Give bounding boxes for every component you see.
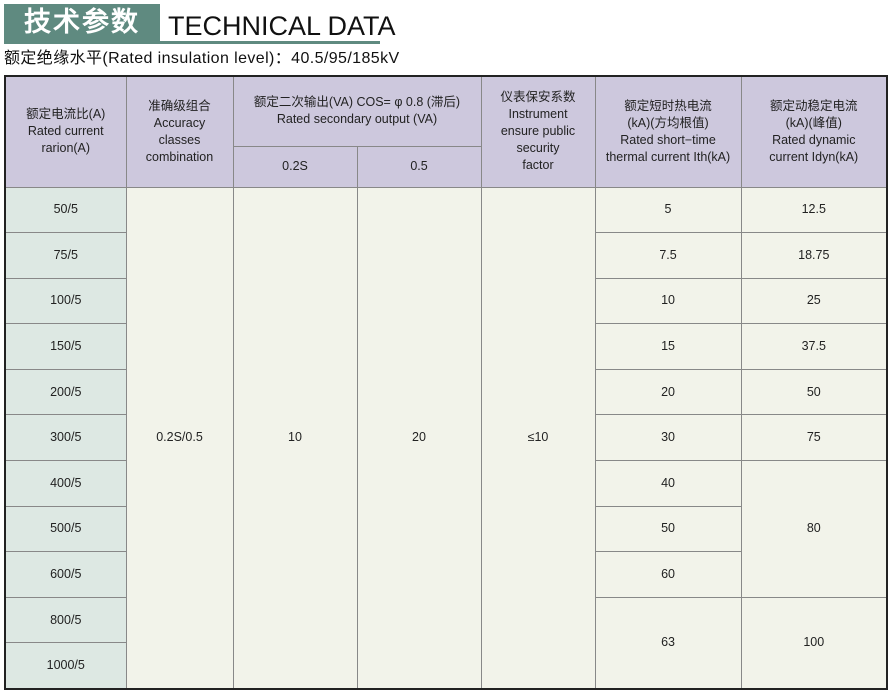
header-line: combination bbox=[145, 149, 214, 164]
cell-ratio: 300/5 bbox=[4, 414, 127, 462]
cell-thermal: 7.5 bbox=[594, 232, 742, 279]
table-row: 600/5 60 bbox=[4, 551, 887, 598]
cell-thermal: 10 bbox=[594, 277, 742, 325]
header-line: Accuracy bbox=[153, 115, 206, 130]
cell-dynamic: 12.5 bbox=[740, 186, 888, 234]
title-en: TECHNICAL DATA bbox=[168, 11, 396, 41]
table-row: 75/5 7.5 18.75 bbox=[4, 232, 888, 279]
header-line: security bbox=[516, 141, 560, 156]
cell-ratio: 800/5 bbox=[4, 596, 127, 644]
cell-ratio: 200/5 bbox=[4, 368, 127, 416]
table-row: 50/5 0.2S/0.5 10 20 ≤10 5 12.5 bbox=[4, 186, 888, 690]
header-line: ensure public bbox=[500, 124, 576, 139]
cell-dynamic: 75 bbox=[740, 414, 888, 462]
header-dynamic: 额定动稳定电流 (kA)(峰值) Rated dynamic current Idyn… bbox=[740, 75, 888, 188]
cell-thermal: 30 bbox=[594, 414, 742, 462]
header-line: 额定电流比(A) bbox=[26, 107, 106, 122]
cell-dynamic: 18.75 bbox=[740, 232, 888, 279]
header-line: 仪表保安系数 bbox=[500, 90, 576, 105]
title-underline bbox=[4, 41, 380, 44]
header-line: factor bbox=[522, 158, 554, 173]
header-output-02s: 0.2S bbox=[232, 145, 358, 188]
table-row: 200/5 20 50 bbox=[4, 368, 888, 416]
header-output-05: 0.5 bbox=[356, 145, 482, 188]
header-line: Rated dynamic bbox=[772, 132, 856, 147]
table-row: 1000/5 bbox=[4, 642, 887, 690]
header-line: Rated short−time bbox=[620, 132, 716, 147]
header-line: rarion(A) bbox=[41, 141, 91, 156]
header-line: (kA)(峰值) bbox=[785, 115, 842, 130]
header-line: 准确级组合 bbox=[148, 98, 211, 113]
cell-ratio: 400/5 bbox=[4, 460, 127, 507]
table-row: 150/5 15 37.5 bbox=[4, 323, 888, 370]
table-row: 500/5 50 bbox=[4, 505, 887, 553]
header-ratio: 额定电流比(A) Rated current rarion(A) bbox=[4, 75, 127, 188]
table-row: 300/5 30 75 bbox=[4, 414, 888, 462]
header-factor: 仪表保安系数 Instrument ensure public security fac… bbox=[480, 75, 596, 188]
insulation-level: 额定绝缘水平(Rated insulation level)：40.5/95/1… bbox=[4, 50, 400, 67]
cell-thermal: 60 bbox=[594, 551, 742, 598]
cell-thermal: 63 bbox=[594, 596, 742, 690]
header-accuracy: 准确级组合 Accuracy classes combination bbox=[125, 75, 234, 188]
title-cn: 技术参数 bbox=[4, 4, 160, 42]
header-line: 额定二次输出(VA) COS= φ 0.8 (滞后) bbox=[253, 95, 461, 110]
header-line: classes bbox=[158, 132, 201, 147]
cell-ratio: 150/5 bbox=[4, 323, 127, 370]
cell-ratio: 50/5 bbox=[4, 186, 127, 234]
header-line: Rated secondary output (VA) bbox=[276, 112, 438, 127]
cell-dynamic: 100 bbox=[740, 596, 888, 690]
header-output: 额定二次输出(VA) COS= φ 0.8 (滞后) Rated secondar… bbox=[232, 75, 482, 147]
cell-ratio: 75/5 bbox=[4, 232, 127, 279]
cell-thermal: 20 bbox=[594, 368, 742, 416]
table-row: 100/5 10 25 bbox=[4, 277, 888, 325]
cell-dynamic: 50 bbox=[740, 368, 888, 416]
cell-ratio: 1000/5 bbox=[4, 642, 127, 690]
cell-dynamic: 37.5 bbox=[740, 323, 888, 370]
cell-thermal: 40 bbox=[594, 460, 742, 507]
header-line: Instrument bbox=[508, 107, 568, 122]
header-line: (kA)(方均根值) bbox=[627, 115, 709, 130]
cell-thermal: 50 bbox=[594, 505, 742, 553]
header-line: Rated current bbox=[27, 124, 104, 139]
header-line: current Idyn(kA) bbox=[769, 149, 859, 164]
cell-output-05: 20 bbox=[356, 186, 482, 690]
cell-ratio: 500/5 bbox=[4, 505, 127, 553]
cell-accuracy: 0.2S/0.5 bbox=[125, 186, 234, 690]
cell-thermal: 15 bbox=[594, 323, 742, 370]
cell-output-02s: 10 bbox=[232, 186, 358, 690]
cell-factor: ≤10 bbox=[480, 186, 596, 690]
table-row: 400/5 40 80 bbox=[4, 460, 888, 598]
cell-dynamic: 80 bbox=[740, 460, 888, 598]
header-line: thermal current Ith(kA) bbox=[605, 149, 731, 164]
cell-ratio: 100/5 bbox=[4, 277, 127, 325]
header-line: 额定短时热电流 bbox=[624, 98, 712, 113]
cell-thermal: 5 bbox=[594, 186, 742, 234]
header-line: 额定动稳定电流 bbox=[770, 98, 858, 113]
table-row: 800/5 63 100 bbox=[4, 596, 888, 690]
technical-data-table: 额定电流比(A) Rated current rarion(A) 准确级组合 Accu… bbox=[4, 75, 889, 691]
cell-ratio: 600/5 bbox=[4, 551, 127, 598]
header-thermal: 额定短时热电流 (kA)(方均根值) Rated short−time thermal… bbox=[594, 75, 742, 188]
cell-dynamic: 25 bbox=[740, 277, 888, 325]
